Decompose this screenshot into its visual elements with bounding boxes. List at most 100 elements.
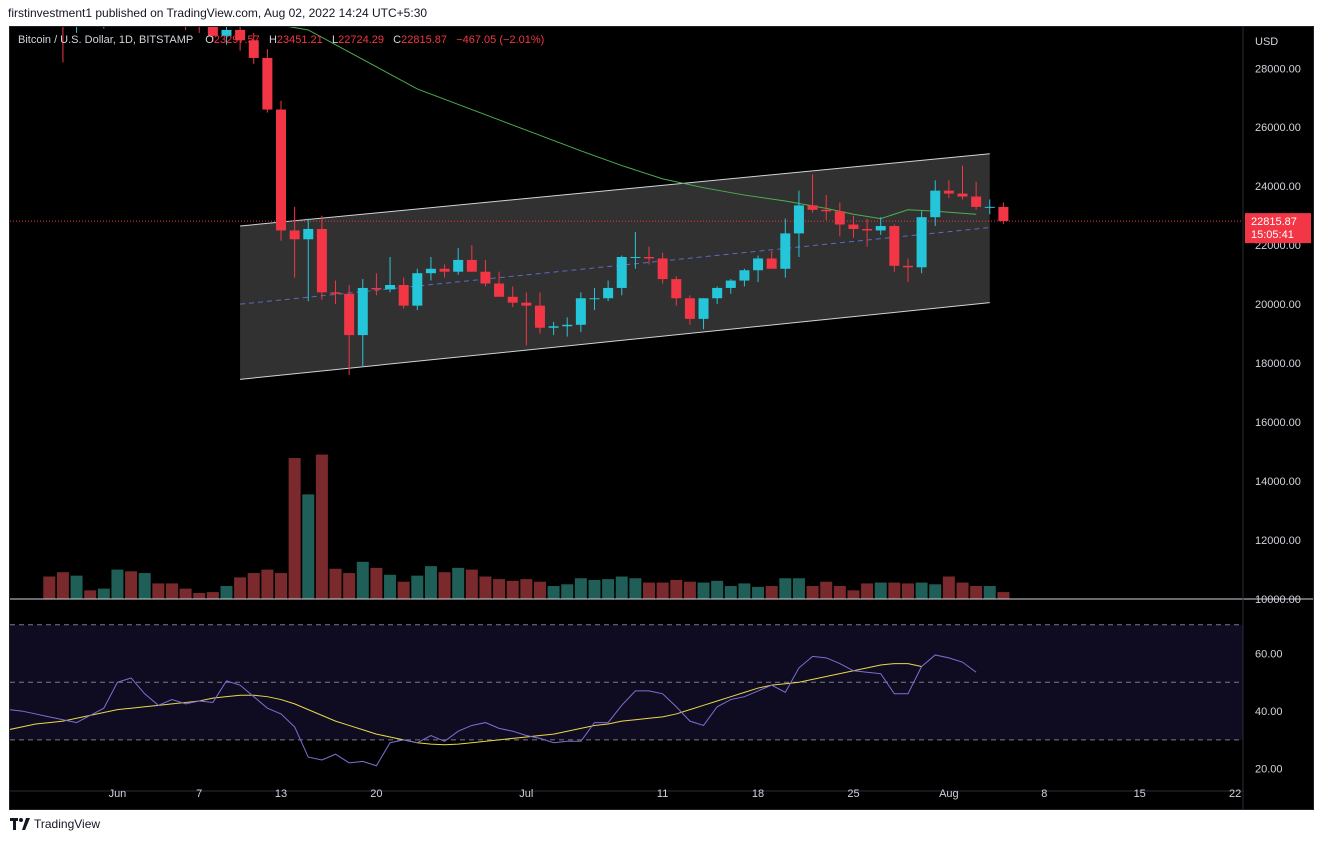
volume-bar [956,582,969,599]
candle-body [453,259,464,272]
candle-body [344,293,355,336]
volume-bar [629,578,642,599]
time-tick-label: 8 [1041,788,1047,800]
countdown-label: 15:05:41 [1251,229,1294,241]
tradingview-brand[interactable]: TradingView [10,817,100,831]
chart-area[interactable]: 28000.00 26000.00 24000.00 22000.00 20000.00… [9,26,1314,810]
volume-bar [343,573,356,599]
last-price-badge [1245,213,1311,244]
candle-body [644,256,655,259]
volume-bar [247,573,260,599]
volume-bar [70,575,83,599]
candle-body [371,287,382,290]
volume-bar [165,583,178,599]
candle-body [207,27,218,36]
close-label: C [393,34,402,46]
volume-bar [711,580,724,599]
volume-bar [111,569,124,599]
candle-body [385,284,396,290]
time-tick-label: 25 [847,788,859,800]
price-tick-label: 20000.00 [1255,299,1301,311]
volume-bar [261,569,274,599]
volume-bar [874,582,887,599]
volume-bar [901,583,914,599]
volume-bar [234,577,247,599]
time-tick-label: Aug [939,788,959,800]
tradingview-logo-icon [10,818,30,830]
candle-body [930,190,941,218]
candle-body [834,211,845,225]
rsi-pane[interactable] [10,624,1243,767]
candle-body [943,190,954,194]
candle-body [398,284,409,306]
volume-bar [861,583,874,599]
price-tick-label: 28000.00 [1255,63,1301,75]
symbol-label[interactable]: Bitcoin / U.S. Dollar, 1D, BITSTAMP [18,34,194,46]
rsi-tick-label: 40.00 [1255,706,1283,718]
price-pane[interactable] [10,27,1243,599]
time-tick-label: 13 [275,788,287,800]
candle-body [439,268,450,272]
volume-bar [533,581,546,599]
volume-bar [997,592,1010,599]
candle-body [276,109,286,231]
volume-bar [302,494,315,599]
brand-name: TradingView [34,817,101,831]
candle-body [235,29,246,41]
time-tick-label: 20 [370,788,382,800]
ohlc-legend: Bitcoin / U.S. Dollar, 1D, BITSTAMP O232… [18,34,544,46]
volume-bar [125,571,138,599]
volume-bar [792,578,805,599]
price-tick-label: 10000.00 [1255,594,1301,606]
candle-body [657,258,668,280]
volume-bar [356,561,369,599]
chart-canvas[interactable]: 28000.00 26000.00 24000.00 22000.00 20000.00… [10,27,1313,809]
candle-body [698,298,709,319]
volume-bar [561,584,574,599]
volume-bar [193,592,206,599]
volume-bar [493,579,506,599]
channel-lower-line [240,302,990,380]
volume-bar [806,586,819,599]
time-tick-label: 15 [1134,788,1146,800]
candle-body [630,256,641,258]
volume-bar [724,586,737,599]
candle-body [821,209,832,212]
open-value: 23297.57 [213,34,260,46]
change-value: −467.05 (−2.01%) [456,34,545,46]
volume-bar [833,586,846,599]
rsi-tick-label: 60.00 [1255,649,1283,661]
candle-body [753,258,764,271]
volume-bar [84,590,97,599]
volume-bar [206,592,219,599]
volume-bar [452,567,465,599]
candle-body [412,273,423,306]
volume-bar [465,569,478,599]
candle-body [889,226,900,266]
volume-bar [643,582,656,599]
volume-bar [520,579,533,599]
price-tick-label: 12000.00 [1255,535,1301,547]
high-label: H [268,34,277,46]
time-tick-label: 22 [1229,788,1241,800]
volume-bar [138,573,151,599]
candle-body [221,29,232,36]
candle-body [998,206,1009,222]
candle-body [793,205,804,234]
volume-bar [97,588,110,599]
volume-bar [847,590,860,599]
volume-bar [152,583,165,599]
volume-bar [820,581,833,599]
volume-bar [765,586,778,599]
volume-bar [547,586,560,599]
volume-bar [384,574,397,599]
candle-body [984,206,995,208]
high-value: 23451.21 [276,34,323,46]
candle-body [916,217,927,268]
volume-bar [179,588,192,599]
candle-body [712,287,723,299]
volume-bar [329,568,342,599]
candle-body [589,298,600,300]
candle-body [494,283,505,297]
candle-body [725,280,736,288]
